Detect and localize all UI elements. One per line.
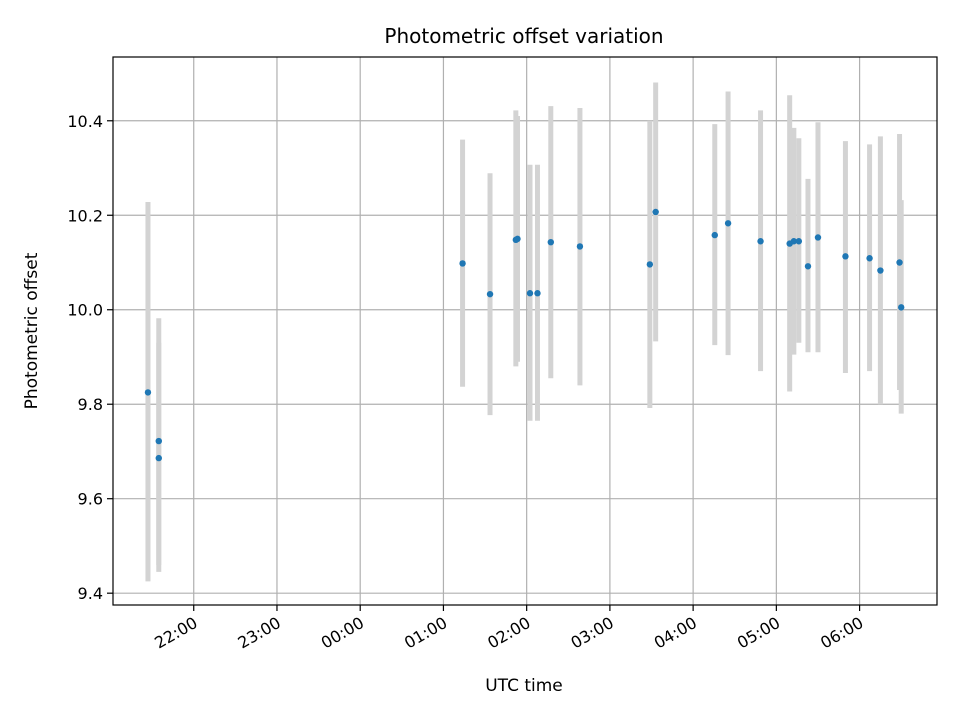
data-point	[652, 208, 659, 216]
data-points	[144, 208, 905, 462]
y-tick-label: 9.6	[78, 490, 103, 509]
data-point	[795, 238, 803, 245]
data-point	[896, 259, 903, 266]
x-axis-title: UTC time	[485, 676, 563, 696]
data-point	[534, 290, 541, 297]
data-point	[757, 238, 764, 245]
data-point	[842, 253, 849, 260]
data-point	[576, 243, 584, 250]
data-point	[155, 437, 162, 445]
y-tick-label: 9.4	[78, 584, 103, 603]
y-axis: 9.4 9.6 9.8 10.0 10.2 10.4	[67, 112, 113, 603]
data-point	[877, 267, 884, 274]
y-tick-label: 10.2	[67, 206, 103, 225]
plot-area-frame	[112, 56, 938, 606]
data-point	[711, 231, 718, 239]
data-point	[144, 389, 152, 396]
y-tick-label: 9.8	[78, 395, 103, 414]
data-point	[790, 238, 798, 245]
y-tick-label: 10.0	[67, 301, 103, 320]
data-point	[526, 290, 534, 297]
data-point	[814, 234, 822, 241]
y-tick-label: 10.4	[67, 112, 103, 131]
data-point	[459, 260, 466, 267]
data-point	[866, 255, 873, 262]
data-point	[646, 261, 654, 268]
data-point	[724, 220, 732, 227]
data-point	[898, 304, 905, 311]
chart-title: Photometric offset variation	[384, 24, 663, 48]
data-point	[155, 454, 162, 462]
data-point	[486, 290, 494, 298]
data-point	[804, 263, 812, 270]
data-point	[547, 238, 555, 246]
data-point	[514, 235, 521, 243]
y-axis-title: Photometric offset	[22, 252, 42, 409]
